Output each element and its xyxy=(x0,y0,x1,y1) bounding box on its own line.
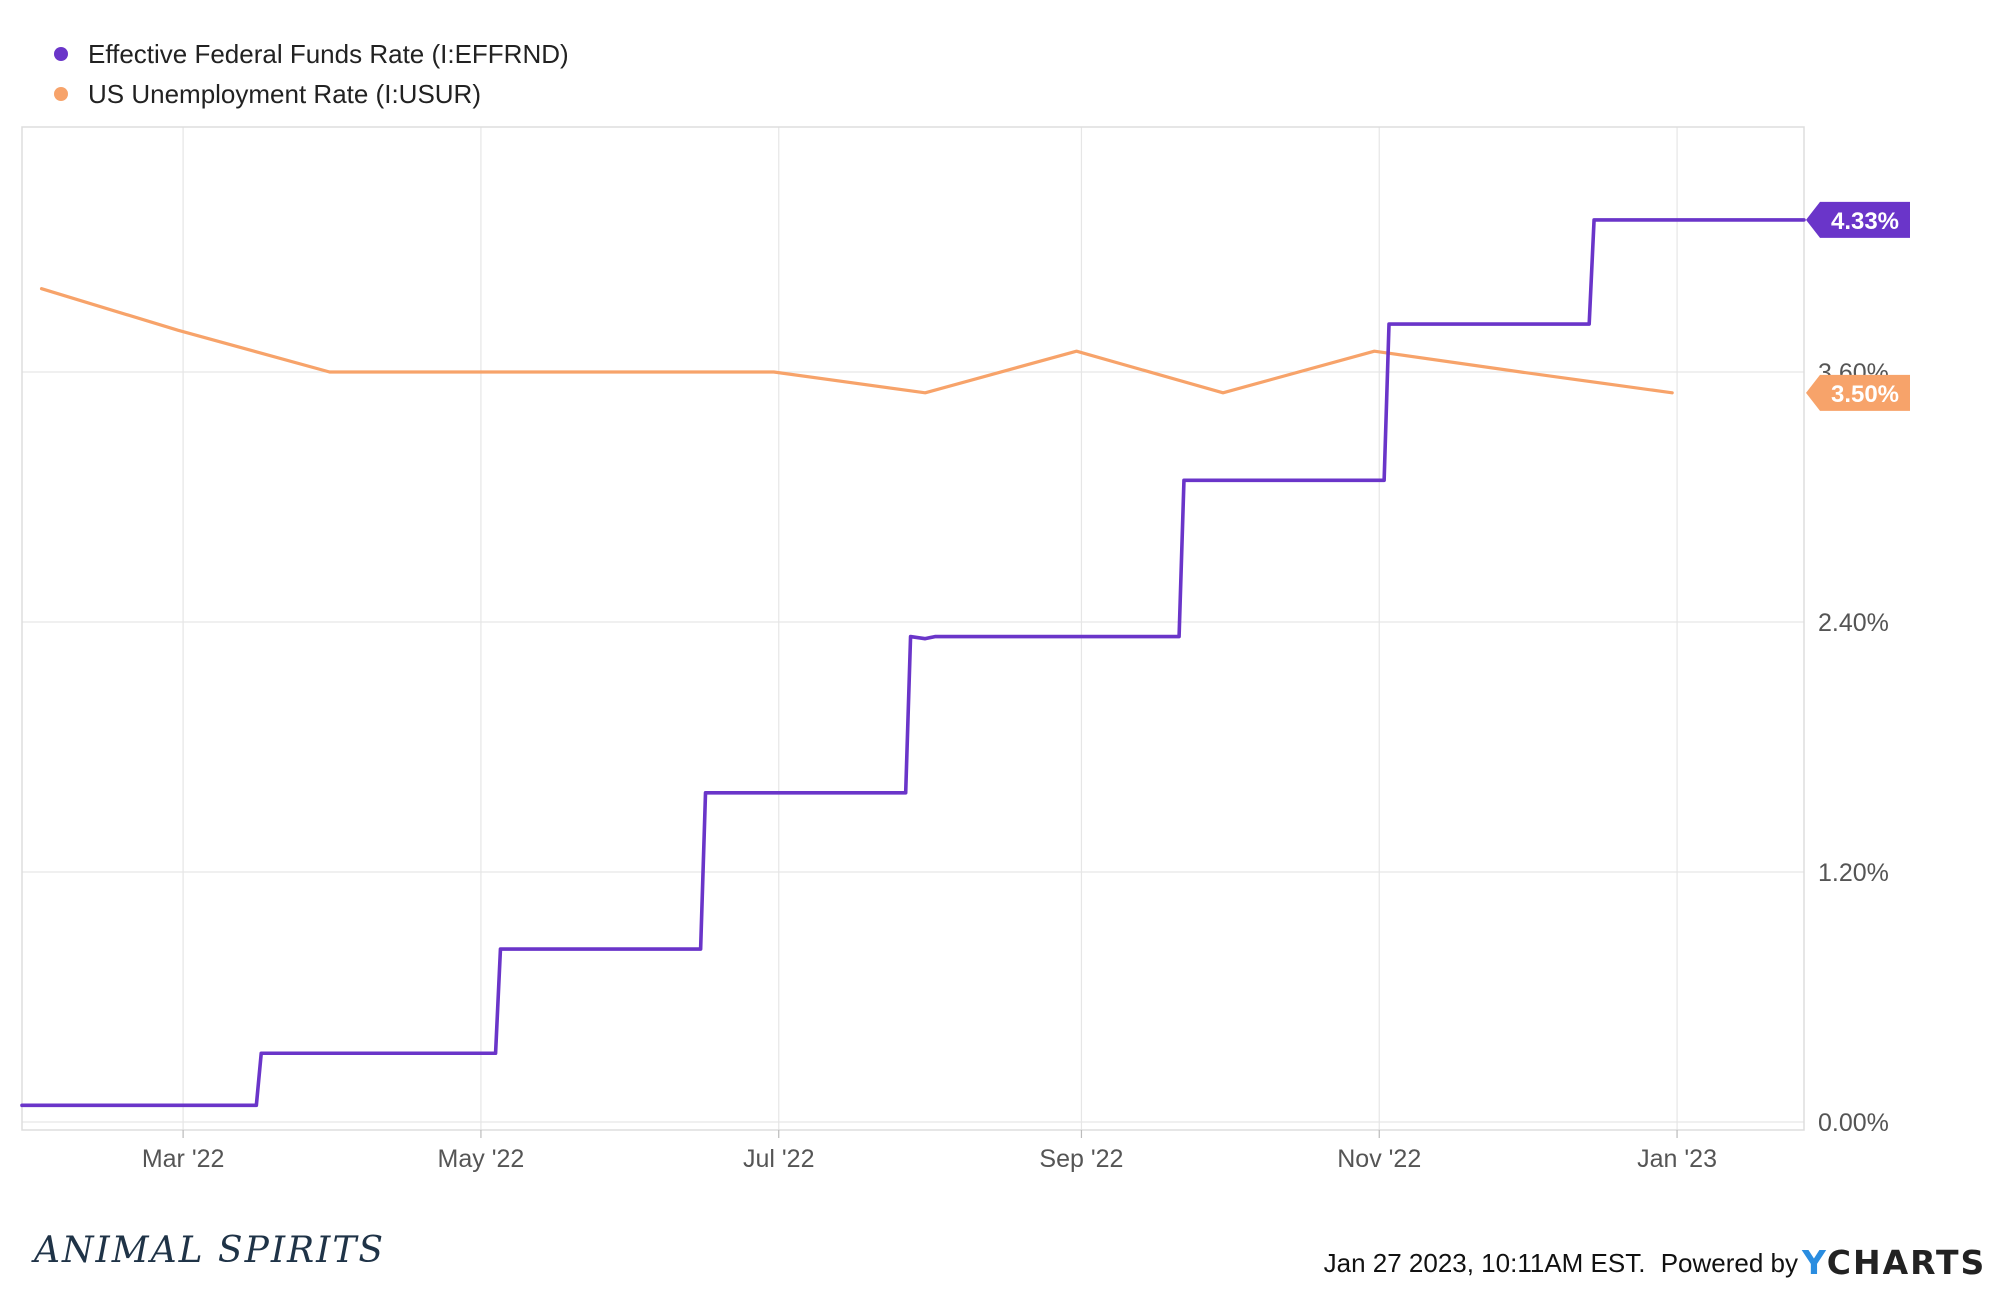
x-tick-label: Jul '22 xyxy=(743,1145,814,1173)
legend: Effective Federal Funds Rate (I:EFFRND) U… xyxy=(54,39,569,109)
series-lines xyxy=(20,218,1806,1108)
series-line-0 xyxy=(20,218,1806,1108)
y-tick-label: 2.40% xyxy=(1818,609,1889,637)
ycharts-logo-accent: Y xyxy=(1801,1243,1827,1282)
footer-powered-by: Powered by xyxy=(1661,1248,1798,1278)
y-axis-ticks: 0.00%1.20%2.40%3.60% xyxy=(1818,359,1889,1137)
plot-frame xyxy=(21,126,1805,1131)
footer-credit: Jan 27 2023, 10:11AM EST. Powered by xyxy=(1324,1248,1798,1278)
ycharts-logo: YCHARTS xyxy=(1801,1243,1986,1282)
footer-timestamp: Jan 27 2023, 10:11AM EST. xyxy=(1324,1248,1646,1278)
legend-marker xyxy=(54,87,68,101)
footer: ANIMAL SPIRITS Jan 27 2023, 10:11AM EST.… xyxy=(31,1230,1986,1282)
series-line-1 xyxy=(39,287,1674,395)
legend-marker xyxy=(54,47,68,61)
y-tick-label: 1.20% xyxy=(1818,859,1889,887)
x-tick-label: Nov '22 xyxy=(1337,1145,1421,1173)
last-value-badges: 4.33% 3.50% xyxy=(1806,201,1910,411)
x-tick-label: Mar '22 xyxy=(142,1145,225,1173)
y-tick-label: 0.00% xyxy=(1818,1109,1889,1137)
ycharts-logo-rest: CHARTS xyxy=(1827,1243,1987,1282)
animal-spirits-watermark: ANIMAL SPIRITS xyxy=(31,1230,385,1271)
x-tick-label: Jan '23 xyxy=(1637,1145,1717,1173)
x-tick-label: May '22 xyxy=(438,1145,525,1173)
last-value-badge xyxy=(1806,374,1910,411)
x-tick-label: Sep '22 xyxy=(1039,1145,1123,1173)
legend-entry: Effective Federal Funds Rate (I:EFFRND) xyxy=(88,39,569,69)
last-value-label: 3.50% xyxy=(1831,381,1899,408)
x-axis-ticks: Mar '22 May '22 Jul '22 Sep '22 Nov '22 Jan '… xyxy=(142,1130,1717,1173)
last-value-label: 4.33% xyxy=(1831,208,1899,235)
grid xyxy=(22,127,1804,1130)
last-value-badge xyxy=(1806,201,1910,238)
legend-entry: US Unemployment Rate (I:USUR) xyxy=(88,79,481,109)
